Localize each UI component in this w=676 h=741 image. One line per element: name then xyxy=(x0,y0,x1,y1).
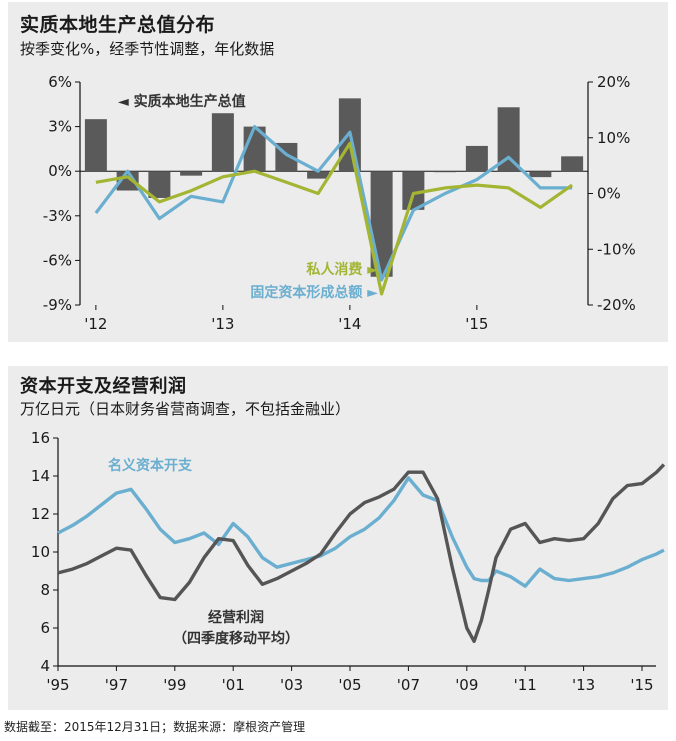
gdp-bar xyxy=(561,156,584,172)
x-tick-label: '05 xyxy=(338,676,361,694)
left-tick-label: -3% xyxy=(43,207,72,225)
gdp-bar xyxy=(307,171,330,179)
source-footnote: 数据截至：2015年12月31日；数据来源：摩根资产管理 xyxy=(4,720,306,734)
right-tick-label: 10% xyxy=(597,129,630,147)
legend-label-gdp: ◄ 实质本地生产总值 xyxy=(118,93,246,110)
x-tick-label: '03 xyxy=(280,676,303,694)
left-tick-label: 6% xyxy=(48,73,72,91)
x-tick-label: '13 xyxy=(572,676,595,694)
series-line xyxy=(95,141,574,296)
gdp-bar xyxy=(497,107,520,172)
gdp-bar xyxy=(434,171,457,173)
x-tick-label: '95 xyxy=(46,676,69,694)
x-tick-label: '11 xyxy=(514,676,537,694)
x-tick-label: '15 xyxy=(630,676,653,694)
capex-line xyxy=(57,476,665,588)
profit-label: 经营利润 xyxy=(208,609,264,626)
y-tick-label: 14 xyxy=(31,467,50,485)
left-tick-label: 0% xyxy=(48,162,72,180)
gdp-bar xyxy=(84,119,107,172)
gdp-bar xyxy=(402,171,425,210)
right-tick-label: 20% xyxy=(597,73,630,91)
x-tick-label: '99 xyxy=(163,676,186,694)
y-tick-label: 8 xyxy=(40,581,50,599)
capex-chart-panel: 资本开支及经营利润 万亿日元（日本财务省营商调查，不包括金融业） 16 14 12 1… xyxy=(8,366,668,710)
profit-line xyxy=(57,463,666,643)
gdp-bar xyxy=(465,145,488,172)
gdp-bar xyxy=(529,171,552,178)
y-tick-label: 6 xyxy=(40,619,50,637)
gdp-chart-svg: 6% 3% 0% -3% -6% -9% 20% 10% 0% -10% -20% '12 '13 '14… xyxy=(43,73,636,333)
legend-label-investment: 固定资本形成总额 ► xyxy=(250,284,378,301)
y-tick-label: 4 xyxy=(40,657,50,675)
x-tick-label: '09 xyxy=(455,676,478,694)
left-tick-label: 3% xyxy=(48,118,72,136)
gdp-chart-panel: 实质本地生产总值分布 按季变化%，经季节性调整，年化数据 6% 3% 0% -3% -6… xyxy=(8,2,668,342)
right-tick-label: -20% xyxy=(597,296,636,314)
y-tick-label: 10 xyxy=(31,543,50,561)
chart-title: 资本开支及经营利润 xyxy=(20,376,187,397)
x-tick-label: '14 xyxy=(338,315,361,333)
gdp-bar xyxy=(211,113,234,172)
x-tick-label: '07 xyxy=(397,676,420,694)
y-tick-label: 12 xyxy=(31,505,50,523)
capex-label: 名义资本开支 xyxy=(108,457,193,474)
right-tick-label: -10% xyxy=(597,240,636,258)
left-tick-label: -6% xyxy=(43,251,72,269)
series-line xyxy=(94,124,573,282)
x-tick-label: '01 xyxy=(222,676,245,694)
chart-subtitle: 按季变化%，经季节性调整，年化数据 xyxy=(20,40,275,58)
x-tick-label: '97 xyxy=(105,676,128,694)
left-tick-label: -9% xyxy=(43,296,72,314)
y-tick-label: 16 xyxy=(31,429,50,447)
chart-subtitle: 万亿日元（日本财务省营商调查，不包括金融业） xyxy=(20,400,351,418)
right-tick-label: 0% xyxy=(597,185,621,203)
x-tick-label: '15 xyxy=(465,315,488,333)
x-tick-label: '12 xyxy=(84,315,107,333)
gdp-bar xyxy=(148,171,171,198)
x-tick-label: '13 xyxy=(211,315,234,333)
gdp-bar xyxy=(180,171,203,176)
chart-title: 实质本地生产总值分布 xyxy=(20,14,216,36)
legend-label-consumption: 私人消费 ► xyxy=(306,261,378,278)
capex-chart-svg: 16 14 12 10 8 6 4'95 '97 '99 '01 '03 '05 '07 '09 '11 '1… xyxy=(31,429,666,694)
profit-note: （四季度移动平均） xyxy=(173,630,299,647)
